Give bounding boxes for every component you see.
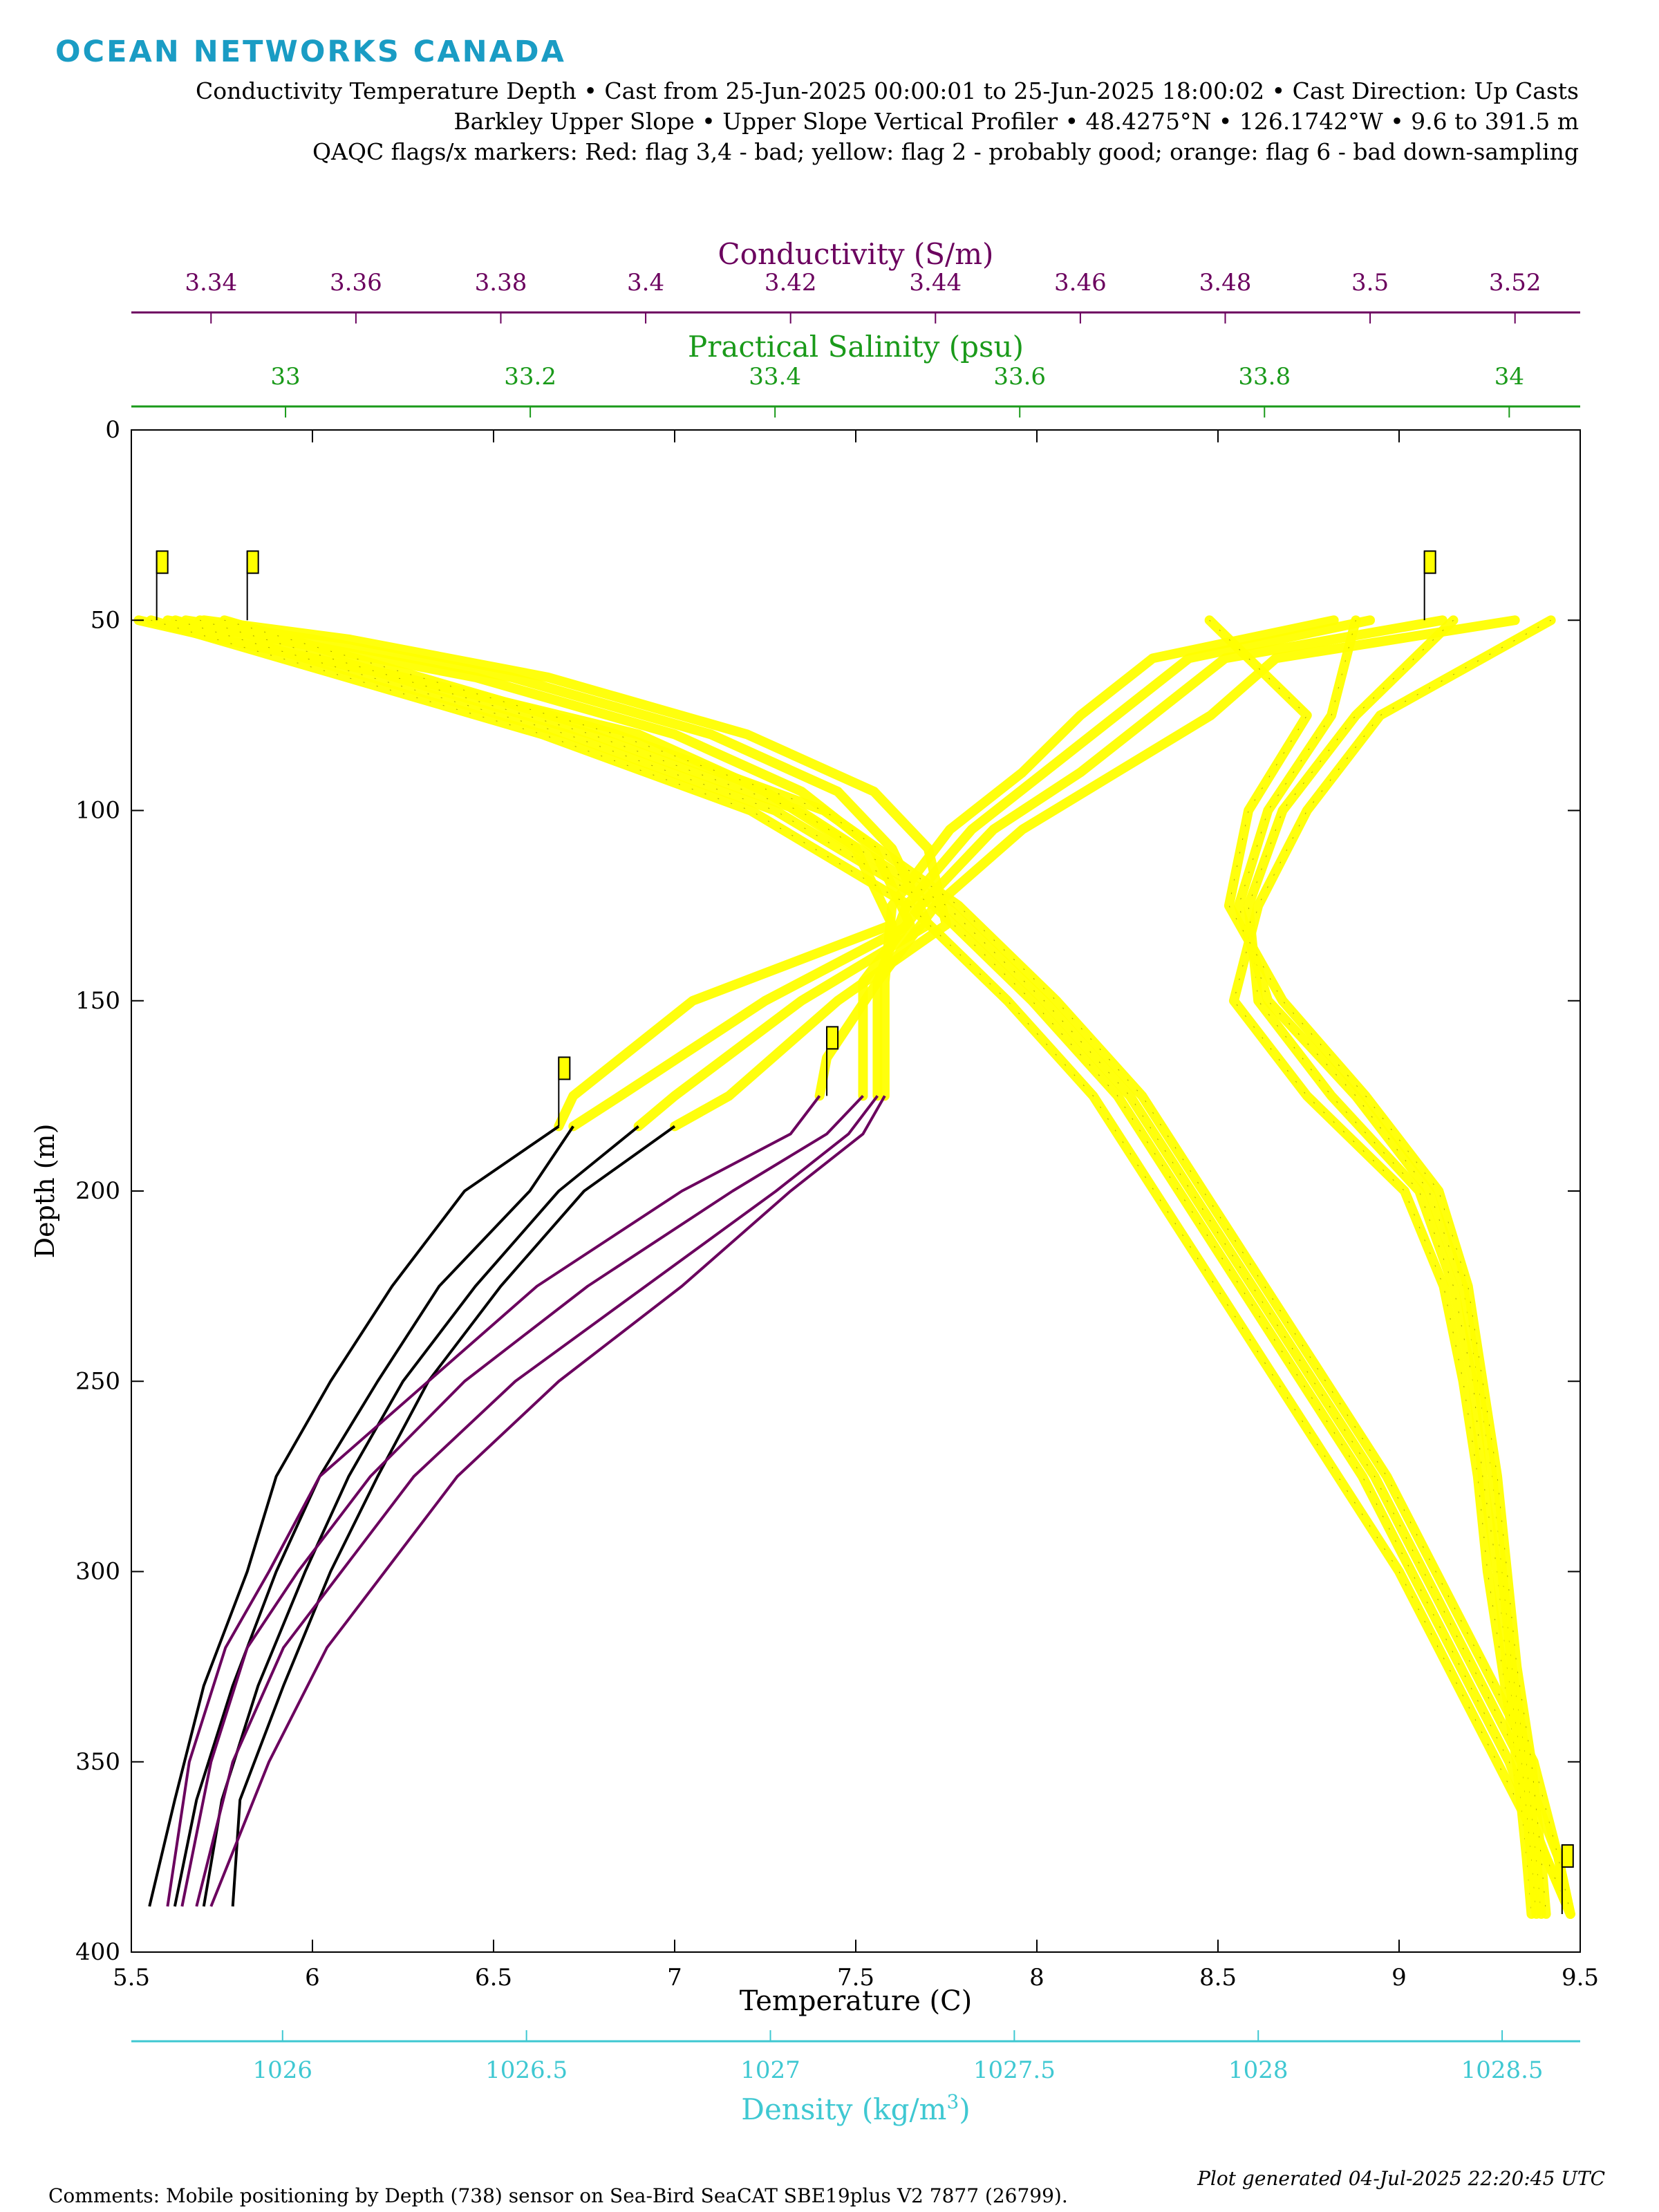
salinity-tick-label: 33.4 xyxy=(749,363,801,391)
density-tick-label: 1026.5 xyxy=(485,2056,568,2084)
salinity-tick-label: 33.2 xyxy=(504,363,556,391)
qaqc-flag xyxy=(1423,550,1436,574)
salinity-axis-label: Practical Salinity (psu) xyxy=(688,330,1024,364)
depth-tick-label: 300 xyxy=(75,1558,120,1586)
density-tick-label: 1027 xyxy=(740,2056,800,2084)
density-tick-label: 1026 xyxy=(253,2056,313,2084)
conductivity-tick-label: 3.5 xyxy=(1351,269,1389,297)
conductivity-flagged-line xyxy=(858,615,1447,1101)
depth-axis-label: Depth (m) xyxy=(30,1124,60,1259)
depth-tick-label: 350 xyxy=(75,1748,120,1776)
density-tick-label: 1028 xyxy=(1228,2056,1288,2084)
density-tick-label: 1028.5 xyxy=(1461,2056,1544,2084)
temperature-tick-label: 5.5 xyxy=(113,1964,150,1991)
conductivity-tick-label: 3.38 xyxy=(475,269,527,297)
temperature-tick-label: 7.5 xyxy=(837,1964,874,1991)
temperature-flagged-line xyxy=(162,615,915,1132)
conductivity-tick-label: 3.46 xyxy=(1054,269,1107,297)
header-line-qaqc: QAQC flags/x markers: Red: flag 3,4 - ba… xyxy=(312,138,1579,165)
density-flagged-line xyxy=(1204,615,1551,1919)
conductivity-flagged-line xyxy=(872,615,1376,1101)
conductivity-tick-label: 3.48 xyxy=(1199,269,1252,297)
conductivity-tick-label: 3.34 xyxy=(185,269,237,297)
qaqc-flag xyxy=(1561,1844,1574,1868)
depth-tick-label: 400 xyxy=(75,1938,120,1966)
temperature-axis-label: Temperature (C) xyxy=(740,1985,973,2017)
temperature-tick-label: 6.5 xyxy=(475,1964,512,1991)
density-axis-label: Density (kg/m3) xyxy=(741,2090,970,2126)
series-group xyxy=(133,615,1575,1919)
conductivity-tick-label: 3.42 xyxy=(765,269,817,297)
axes-layer: 0 50 100 150 200 250 300 350 400 Depth (m) 5.5 6 6.5… xyxy=(30,237,1599,2126)
footer-comments: Comments: Mobile positioning by Depth (7… xyxy=(48,2184,1068,2207)
header-line-location: Barkley Upper Slope • Upper Slope Vertic… xyxy=(453,108,1579,135)
depth-tick-label: 0 xyxy=(105,416,120,444)
conductivity-axis-label: Conductivity (S/m) xyxy=(718,237,994,271)
temperature-flagged-line xyxy=(198,615,951,1132)
depth-tick-label: 100 xyxy=(75,797,120,825)
temperature-tick-label: 8 xyxy=(1029,1964,1044,1991)
temperature-tick-label: 9 xyxy=(1391,1964,1407,1991)
conductivity-tick-label: 3.36 xyxy=(330,269,382,297)
footer-generated: Plot generated 04-Jul-2025 22:20:45 UTC xyxy=(1197,2167,1605,2190)
salinity-tick-label: 33 xyxy=(270,363,300,391)
temperature-tick-label: 9.5 xyxy=(1562,1964,1599,1991)
header-line-cast-info: Conductivity Temperature Depth • Cast fr… xyxy=(195,77,1579,104)
conductivity-tick-label: 3.44 xyxy=(909,269,962,297)
density-tick-label: 1027.5 xyxy=(973,2056,1056,2084)
conductivity-flagged-line xyxy=(879,615,1339,1101)
conductivity-cast-line xyxy=(166,1095,821,1907)
temperature-tick-label: 6 xyxy=(305,1964,320,1991)
conductivity-tick-label: 3.52 xyxy=(1489,269,1541,297)
conductivity-tick-label: 3.4 xyxy=(627,269,664,297)
salinity-cast-line xyxy=(175,619,1571,1915)
depth-tick-label: 150 xyxy=(75,987,120,1015)
conductivity-cast-line xyxy=(180,1094,864,1907)
depth-tick-label: 250 xyxy=(75,1367,120,1395)
conductivity-flagged-line xyxy=(814,615,1520,1101)
temperature-tick-label: 7 xyxy=(667,1964,682,1991)
qaqc-flag xyxy=(156,550,169,574)
qaqc-flag xyxy=(826,1026,839,1050)
qaqc-flag xyxy=(558,1056,571,1080)
temperature-flagged-line xyxy=(180,615,933,1132)
salinity-tick-label: 34 xyxy=(1494,363,1524,391)
depth-tick-label: 50 xyxy=(91,606,120,634)
temperature-cast-line xyxy=(231,1125,676,1907)
conductivity-cast-line xyxy=(209,1095,886,1907)
salinity-tick-label: 33.8 xyxy=(1238,363,1291,391)
conductivity-cast-line xyxy=(195,1095,879,1907)
depth-tick-label: 200 xyxy=(75,1177,120,1205)
temperature-cast-line xyxy=(148,1125,560,1907)
salinity-tick-label: 33.6 xyxy=(993,363,1046,391)
qaqc-flag xyxy=(246,550,259,574)
salinity-flagged-line xyxy=(170,615,1575,1919)
temperature-tick-label: 8.5 xyxy=(1199,1964,1237,1991)
plot-area xyxy=(133,550,1575,1919)
salinity-flagged-line xyxy=(146,615,1575,1919)
logo: OCEAN NETWORKS CANADA xyxy=(55,35,566,69)
temperature-cast-line xyxy=(202,1125,639,1907)
salinity-flagged-line xyxy=(195,615,1575,1919)
